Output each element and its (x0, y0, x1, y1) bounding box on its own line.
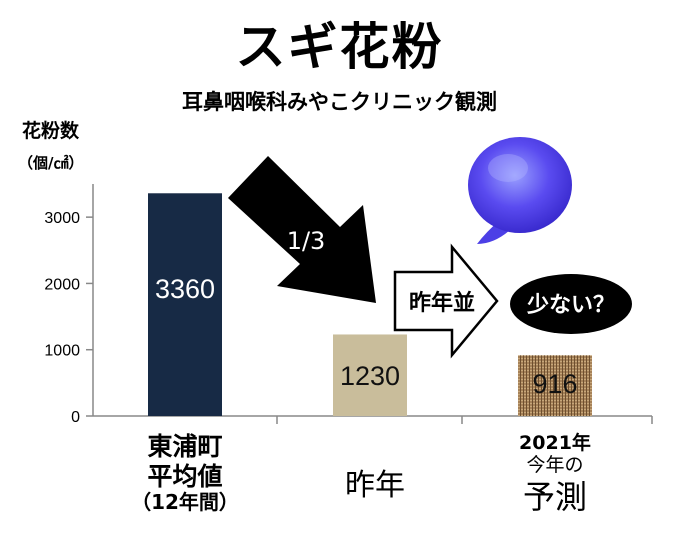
y-axis-label: 花粉数 (22, 120, 80, 142)
category-label-last-year: 昨年 (345, 468, 405, 503)
chart-subtitle: 耳鼻咽喉科みやこクリニック観測 (182, 90, 497, 114)
bubble-label: 少ない？ (526, 293, 615, 318)
y-tick-label: 1000 (44, 343, 80, 360)
category-label-forecast: 2021年 今年の 予測 (519, 432, 591, 516)
category-label-average: 東浦町 平均値 （12年間） (131, 432, 239, 514)
y-tick-label: 0 (71, 409, 80, 426)
down-arrow-annotation: 1/3 (228, 156, 376, 303)
y-tick-label: 2000 (44, 276, 80, 293)
down-arrow-label: 1/3 (287, 227, 326, 255)
bar-value-label: 916 (532, 369, 577, 399)
bar-value-label: 1230 (340, 361, 400, 391)
chart-title: スギ花粉 (235, 18, 444, 76)
pollen-grain-image (468, 137, 572, 244)
bubble-annotation: 少ない？ (510, 274, 632, 334)
bar-1230 (333, 334, 407, 416)
bar-value-label: 3360 (155, 274, 215, 304)
right-arrow-label: 昨年並 (409, 290, 475, 316)
bar-916 (518, 355, 592, 416)
y-axis-unit: （個/㎠） (18, 154, 84, 172)
right-arrow-annotation: 昨年並 (393, 243, 499, 359)
bar-3360 (148, 193, 222, 416)
y-tick-label: 3000 (44, 210, 80, 227)
